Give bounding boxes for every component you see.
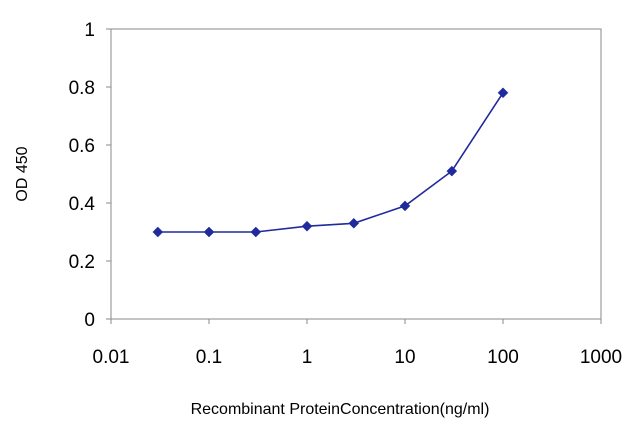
data-point xyxy=(348,217,360,229)
y-tick-label: 0.8 xyxy=(69,78,95,99)
series-line xyxy=(157,92,504,233)
data-point xyxy=(203,226,215,238)
data-point xyxy=(152,226,164,238)
data-point xyxy=(301,220,313,232)
x-axis-ticks: 0.01 0.1 1 10 100 1000 xyxy=(93,319,622,368)
x-tick-label: 0.1 xyxy=(196,347,222,368)
y-tick-label: 0.2 xyxy=(69,252,95,273)
plot-area xyxy=(110,28,602,320)
y-axis-label: OD 450 xyxy=(14,146,31,201)
series-group xyxy=(152,87,509,238)
x-tick-label: 10 xyxy=(394,347,415,368)
x-tick-label: 100 xyxy=(487,347,519,368)
y-tick-label: 0 xyxy=(84,310,95,331)
x-tick-label: 0.01 xyxy=(93,347,130,368)
y-tick-label: 0.4 xyxy=(69,194,96,215)
x-tick-label: 1000 xyxy=(580,347,622,368)
data-point xyxy=(497,87,509,99)
x-axis-label: Recombinant ProteinConcentration(ng/ml) xyxy=(191,401,490,418)
y-tick-label: 1 xyxy=(84,20,95,41)
data-point xyxy=(399,200,411,212)
data-point xyxy=(446,165,458,177)
y-axis-ticks: 0 0.2 0.4 0.6 0.8 1 xyxy=(69,20,111,331)
x-tick-label: 1 xyxy=(302,347,313,368)
y-tick-label: 0.6 xyxy=(69,136,95,157)
data-point xyxy=(250,226,262,238)
